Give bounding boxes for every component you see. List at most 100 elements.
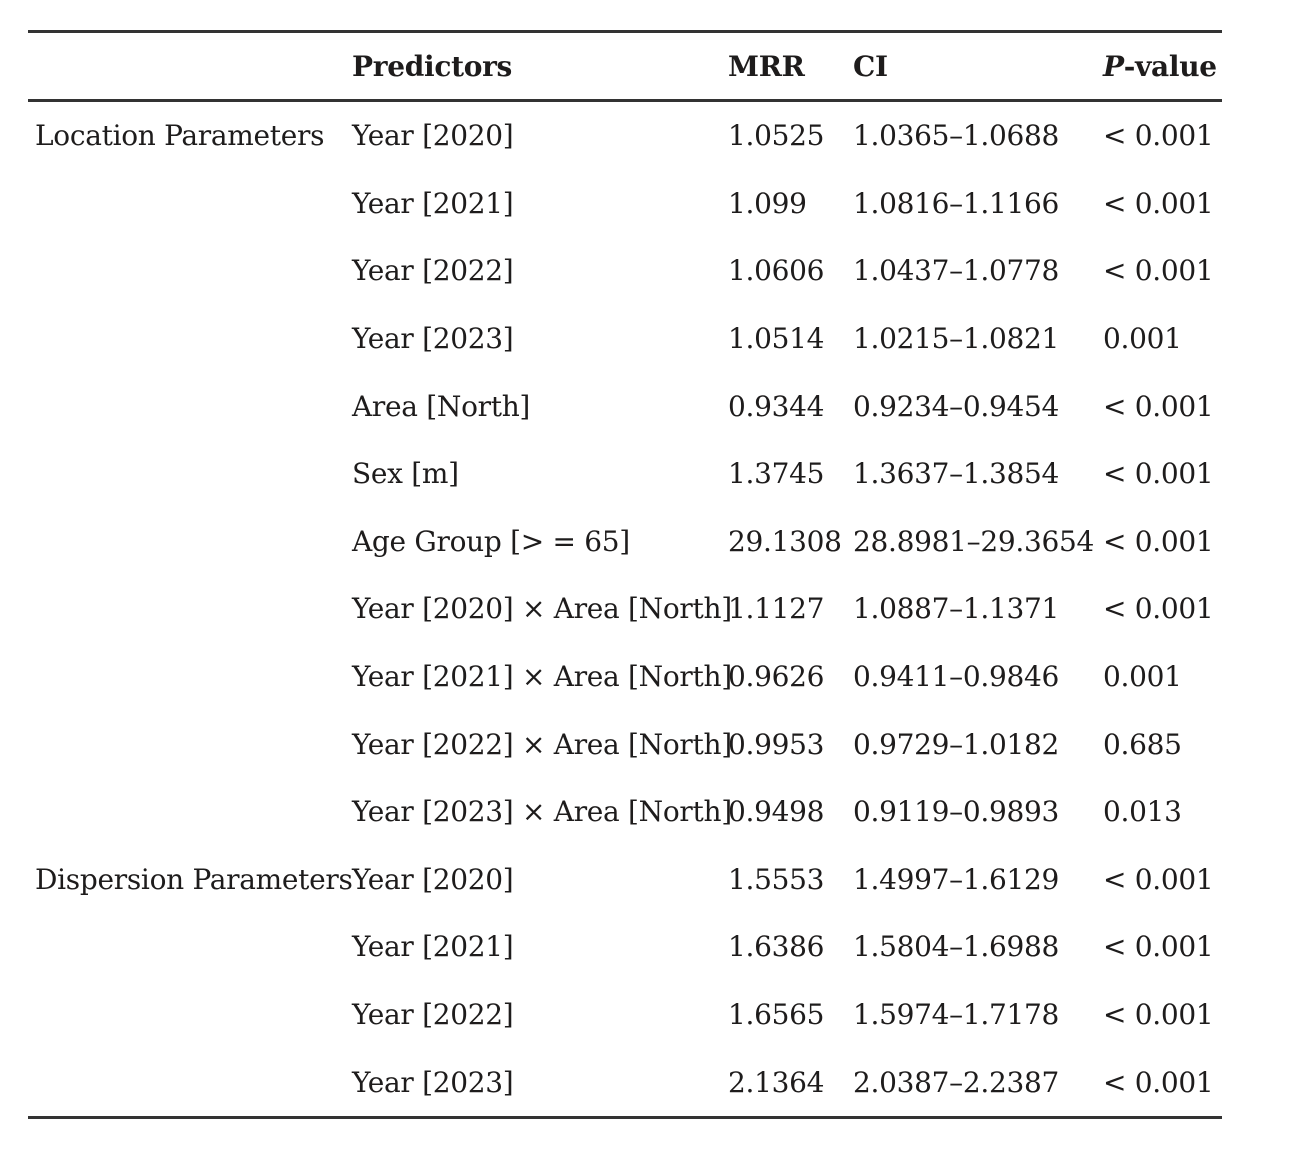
- table-row: Year [2021] 1.6386 1.5804–1.6988 < 0.001: [28, 913, 1222, 981]
- ci-cell: 1.0215–1.0821: [853, 322, 1060, 356]
- pvalue-cell: 0.001: [1103, 322, 1182, 356]
- ci-cell: 0.9119–0.9893: [853, 795, 1060, 829]
- pvalue-cell: < 0.001: [1103, 998, 1214, 1032]
- table-row: Dispersion Parameters Year [2020] 1.5553…: [28, 846, 1222, 914]
- header-row: Predictors MRR CI P-value: [28, 31, 1222, 102]
- predictor-cell: Area [North]: [352, 389, 531, 423]
- predictor-cell: Year [2020]: [352, 119, 514, 153]
- group-label-cell: [28, 508, 352, 576]
- predictor-cell: Age Group [> = 65]: [352, 524, 630, 558]
- mrr-cell: 1.5553: [728, 862, 825, 896]
- predictor-cell: Year [2023]: [352, 1065, 514, 1099]
- mrr-cell: 1.0525: [728, 119, 825, 153]
- group-label-cell: [28, 305, 352, 373]
- ci-cell: 1.0437–1.0778: [853, 254, 1060, 288]
- group-label-cell: Dispersion Parameters: [35, 862, 353, 896]
- predictor-cell: Year [2022]: [352, 254, 514, 288]
- ci-cell: 0.9729–1.0182: [853, 727, 1060, 761]
- predictor-cell: Year [2022] × Area [North]: [352, 727, 732, 761]
- predictor-cell: Year [2020] × Area [North]: [352, 592, 732, 626]
- ci-cell: 1.0816–1.1166: [853, 186, 1060, 220]
- group-label-cell: [28, 170, 352, 238]
- col-header-pvalue: P-value: [1103, 31, 1222, 102]
- mrr-cell: 0.9344: [728, 389, 825, 423]
- ci-cell: 1.5804–1.6988: [853, 930, 1060, 964]
- group-label-cell: [28, 643, 352, 711]
- mrr-cell: 0.9953: [728, 727, 825, 761]
- pvalue-cell: < 0.001: [1103, 524, 1214, 558]
- table-row: Year [2023] 1.0514 1.0215–1.0821 0.001: [28, 305, 1222, 373]
- ci-cell: 1.4997–1.6129: [853, 862, 1060, 896]
- mrr-cell: 1.3745: [728, 457, 825, 491]
- ci-cell: 0.9411–0.9846: [853, 660, 1060, 694]
- table-row: Year [2023] 2.1364 2.0387–2.2387 < 0.001: [28, 1048, 1222, 1117]
- pvalue-cell: < 0.001: [1103, 592, 1214, 626]
- mrr-cell: 1.099: [728, 186, 807, 220]
- predictor-cell: Year [2020]: [352, 862, 514, 896]
- group-label-cell: [28, 372, 352, 440]
- pvalue-cell: < 0.001: [1103, 930, 1214, 964]
- ci-cell: 2.0387–2.2387: [853, 1065, 1060, 1099]
- ci-cell: 1.5974–1.7178: [853, 998, 1060, 1032]
- pvalue-cell: < 0.001: [1103, 186, 1214, 220]
- col-header-predictors: Predictors: [352, 31, 728, 102]
- ci-cell: 1.0887–1.1371: [853, 592, 1060, 626]
- table-row: Year [2021] 1.099 1.0816–1.1166 < 0.001: [28, 170, 1222, 238]
- ci-cell: 0.9234–0.9454: [853, 389, 1060, 423]
- table-row: Year [2020] × Area [North] 1.1127 1.0887…: [28, 575, 1222, 643]
- mrr-cell: 1.0606: [728, 254, 825, 288]
- predictor-cell: Year [2023]: [352, 322, 514, 356]
- pvalue-cell: < 0.001: [1103, 862, 1214, 896]
- mrr-cell: 1.1127: [728, 592, 825, 626]
- group-label-cell: Location Parameters: [35, 119, 325, 153]
- mrr-cell: 0.9498: [728, 795, 825, 829]
- group-label-cell: [28, 710, 352, 778]
- pvalue-cell: < 0.001: [1103, 389, 1214, 423]
- mrr-cell: 1.0514: [728, 322, 825, 356]
- mrr-cell: 2.1364: [728, 1065, 825, 1099]
- pvalue-cell: 0.001: [1103, 660, 1182, 694]
- col-header-mrr: MRR: [728, 31, 853, 102]
- pvalue-cell: 0.685: [1103, 727, 1182, 761]
- predictor-cell: Year [2021]: [352, 186, 514, 220]
- ci-cell: 1.3637–1.3854: [853, 457, 1060, 491]
- group-label-cell: [28, 913, 352, 981]
- mrr-cell: 1.6565: [728, 998, 825, 1032]
- col-header-group: [28, 31, 352, 102]
- mrr-cell: 1.6386: [728, 930, 825, 964]
- group-label-cell: [28, 575, 352, 643]
- group-label-cell: [28, 440, 352, 508]
- table-row: Year [2022] 1.6565 1.5974–1.7178 < 0.001: [28, 981, 1222, 1049]
- group-label-cell: [28, 981, 352, 1049]
- table-row: Year [2021] × Area [North] 0.9626 0.9411…: [28, 643, 1222, 711]
- ci-cell: 1.0365–1.0688: [853, 119, 1060, 153]
- table-row: Year [2023] × Area [North] 0.9498 0.9119…: [28, 778, 1222, 846]
- pvalue-cell: < 0.001: [1103, 119, 1214, 153]
- pvalue-cell: < 0.001: [1103, 254, 1214, 288]
- pvalue-cell: 0.013: [1103, 795, 1182, 829]
- ci-cell: 28.8981–29.3654: [853, 524, 1095, 558]
- table-row: Area [North] 0.9344 0.9234–0.9454 < 0.00…: [28, 372, 1222, 440]
- predictor-cell: Year [2023] × Area [North]: [352, 795, 732, 829]
- table-row: Year [2022] 1.0606 1.0437–1.0778 < 0.001: [28, 237, 1222, 305]
- table-row: Year [2022] × Area [North] 0.9953 0.9729…: [28, 710, 1222, 778]
- col-header-ci: CI: [853, 31, 1103, 102]
- pvalue-header-rest: -value: [1123, 49, 1217, 83]
- table-row: Sex [m] 1.3745 1.3637–1.3854 < 0.001: [28, 440, 1222, 508]
- mrr-cell: 29.1308: [728, 524, 842, 558]
- predictor-cell: Year [2021]: [352, 930, 514, 964]
- table-row: Location Parameters Year [2020] 1.0525 1…: [28, 101, 1222, 170]
- group-label-cell: [28, 1048, 352, 1117]
- group-label-cell: [28, 237, 352, 305]
- group-label-cell: [28, 778, 352, 846]
- pvalue-header-italic-p: P: [1103, 49, 1124, 83]
- predictor-cell: Year [2022]: [352, 998, 514, 1032]
- mrr-cell: 0.9626: [728, 660, 825, 694]
- table-row: Age Group [> = 65] 29.1308 28.8981–29.36…: [28, 508, 1222, 576]
- table-header: Predictors MRR CI P-value: [28, 31, 1222, 102]
- regression-results-table: Predictors MRR CI P-value Location Param…: [28, 30, 1222, 1119]
- predictor-cell: Sex [m]: [352, 457, 459, 491]
- predictor-cell: Year [2021] × Area [North]: [352, 660, 732, 694]
- pvalue-cell: < 0.001: [1103, 457, 1214, 491]
